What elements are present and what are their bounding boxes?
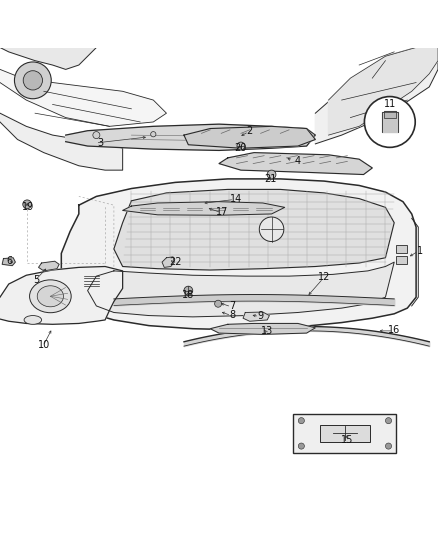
Text: 14: 14: [230, 193, 242, 204]
Text: 21: 21: [265, 174, 277, 184]
Polygon shape: [0, 47, 96, 69]
Circle shape: [298, 418, 304, 424]
Text: 16: 16: [388, 325, 400, 335]
Text: 5: 5: [33, 274, 39, 285]
Polygon shape: [219, 152, 372, 174]
Circle shape: [23, 71, 42, 90]
Polygon shape: [328, 47, 438, 135]
Text: 1: 1: [417, 246, 424, 256]
Circle shape: [184, 286, 193, 295]
Text: 20: 20: [234, 143, 246, 154]
Polygon shape: [114, 189, 394, 270]
Polygon shape: [2, 258, 15, 265]
Polygon shape: [315, 47, 438, 144]
FancyBboxPatch shape: [396, 245, 407, 253]
Circle shape: [251, 133, 257, 138]
Polygon shape: [184, 126, 315, 148]
Polygon shape: [39, 261, 59, 271]
Polygon shape: [0, 266, 123, 324]
Circle shape: [298, 443, 304, 449]
Polygon shape: [61, 179, 416, 330]
Circle shape: [364, 96, 415, 147]
Polygon shape: [0, 69, 166, 126]
FancyBboxPatch shape: [293, 414, 396, 453]
Polygon shape: [88, 262, 394, 317]
FancyBboxPatch shape: [384, 112, 396, 118]
Polygon shape: [382, 111, 398, 132]
Ellipse shape: [30, 280, 71, 313]
Circle shape: [267, 170, 276, 179]
FancyBboxPatch shape: [320, 425, 370, 442]
Circle shape: [151, 132, 156, 137]
Ellipse shape: [24, 316, 42, 324]
Text: 6: 6: [7, 256, 13, 266]
Text: 2: 2: [247, 126, 253, 136]
Polygon shape: [0, 113, 123, 170]
Circle shape: [237, 142, 245, 150]
Circle shape: [23, 200, 32, 209]
Text: 9: 9: [258, 311, 264, 320]
Ellipse shape: [37, 286, 64, 307]
Polygon shape: [123, 201, 285, 215]
Polygon shape: [210, 324, 315, 334]
Circle shape: [385, 443, 392, 449]
Text: 7: 7: [229, 301, 235, 311]
Text: 13: 13: [261, 326, 273, 336]
Text: 3: 3: [98, 138, 104, 148]
Polygon shape: [243, 312, 269, 321]
Polygon shape: [162, 257, 174, 268]
Polygon shape: [263, 127, 315, 142]
Text: 15: 15: [341, 434, 353, 445]
Text: 11: 11: [384, 100, 396, 109]
Circle shape: [259, 217, 284, 241]
Circle shape: [215, 300, 222, 307]
Text: 4: 4: [295, 156, 301, 166]
Circle shape: [385, 418, 392, 424]
Text: 12: 12: [318, 272, 330, 282]
Polygon shape: [66, 124, 315, 150]
Text: 17: 17: [216, 207, 229, 217]
FancyBboxPatch shape: [396, 256, 407, 264]
Text: 22: 22: [169, 257, 181, 267]
Text: 19: 19: [22, 203, 35, 212]
Circle shape: [14, 62, 51, 99]
Circle shape: [93, 132, 100, 139]
Text: 8: 8: [229, 310, 235, 320]
Text: 18: 18: [182, 290, 194, 301]
Text: 10: 10: [38, 341, 50, 350]
